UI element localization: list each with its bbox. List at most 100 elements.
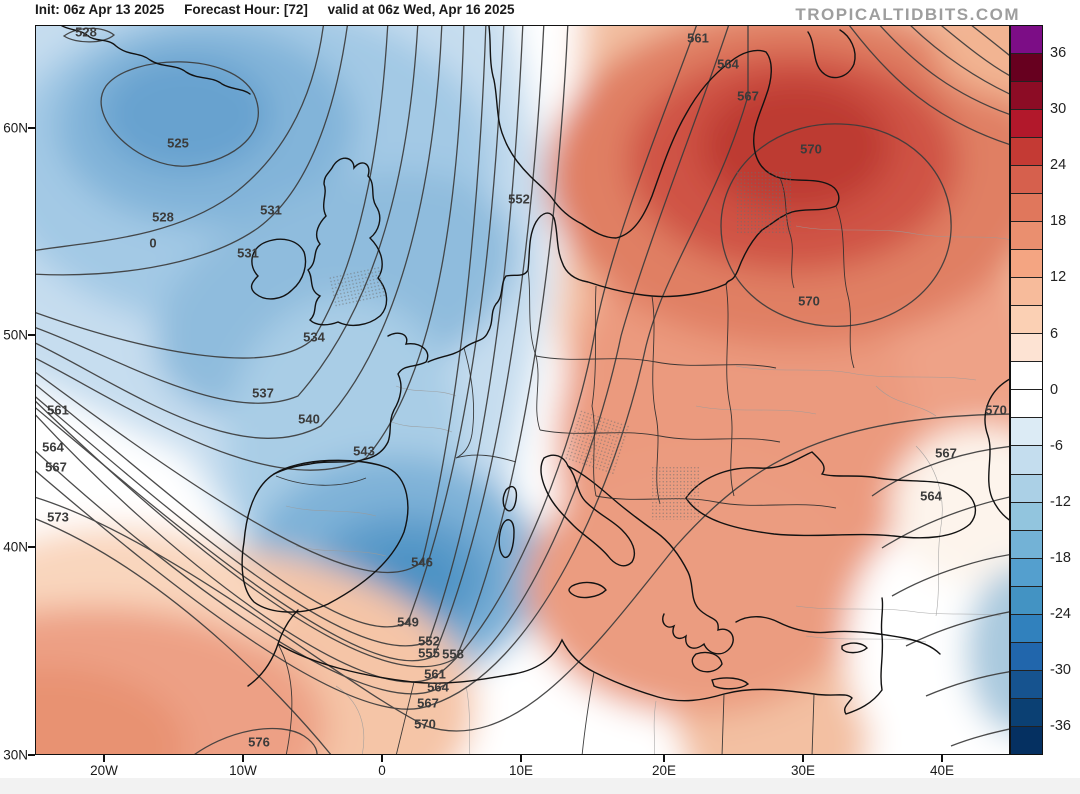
colorbar-tick-label: 24 <box>1050 157 1067 173</box>
lon-tick-label: 0 <box>378 763 386 778</box>
contour-value-label: 525 <box>167 135 189 151</box>
colorbar-cell <box>1011 726 1042 754</box>
anomaly-colorbar <box>1010 25 1043 755</box>
map-canvas: 528 525 528 0 531 531 534 537 540 543 546 549 552 555… <box>35 25 1010 755</box>
contour-value-label: 528 <box>152 209 174 225</box>
lon-tick-label: 20W <box>90 763 118 778</box>
border-texture-patch <box>736 171 792 233</box>
contour-value-label: 564 <box>920 488 942 504</box>
colorbar-cell <box>1011 390 1042 419</box>
contour-value-label: 567 <box>45 459 67 475</box>
border-texture-patch <box>651 466 699 520</box>
colorbar-cell <box>1011 502 1042 531</box>
contour-value-label: 540 <box>298 411 320 427</box>
colorbar-cell <box>1011 82 1042 111</box>
contour-value-label: 531 <box>237 245 259 261</box>
contour-value-label: 543 <box>353 443 375 459</box>
contour-value-label: 561 <box>424 666 446 682</box>
contour-value-label: 552 <box>508 191 530 207</box>
colorbar-cell <box>1011 614 1042 643</box>
colorbar-tick-label: -6 <box>1050 438 1063 454</box>
colorbar-cell <box>1011 250 1042 279</box>
contour-value-label: 561 <box>687 30 709 46</box>
colorbar-cell <box>1011 194 1042 223</box>
colorbar-tick-label: -30 <box>1050 662 1071 678</box>
valid-time-label: valid at 06z Wed, Apr 16 2025 <box>327 2 515 17</box>
colorbar-cell <box>1011 474 1042 503</box>
contour-value-label: 576 <box>248 734 270 750</box>
contour-value-label: 564 <box>717 56 739 72</box>
colorbar-cell <box>1011 334 1042 363</box>
lon-tick-label: 10E <box>508 763 534 778</box>
contour-value-label: 546 <box>411 554 433 570</box>
colorbar-tick-label: 18 <box>1050 213 1067 229</box>
colorbar-cell <box>1011 138 1042 167</box>
contour-value-label: 537 <box>252 385 274 401</box>
contour-value-label: 561 <box>47 402 69 418</box>
contour-value-label: 549 <box>397 614 419 630</box>
colorbar-tick-label: 12 <box>1050 269 1067 285</box>
lon-tick-mark <box>242 755 244 762</box>
colorbar-tick-label: -12 <box>1050 494 1071 510</box>
colorbar-cell <box>1011 110 1042 139</box>
lon-tick-label: 30E <box>790 763 816 778</box>
contour-value-label: 570 <box>985 402 1007 418</box>
colorbar-cell <box>1011 362 1042 391</box>
map-header-text: Init: 06z Apr 13 2025 Forecast Hour: [72… <box>35 2 530 17</box>
colorbar-tick-label: 36 <box>1050 45 1067 61</box>
tropicaltidbits-watermark: TROPICALTIDBITS.COM <box>795 5 1020 24</box>
colorbar-tick-label: -18 <box>1050 550 1071 566</box>
contour-value-label: 555 <box>418 645 440 661</box>
colorbar-cell <box>1011 26 1042 55</box>
contour-value-label: 552 <box>418 633 440 649</box>
lon-tick-label: 40E <box>929 763 955 778</box>
colorbar-cell <box>1011 670 1042 699</box>
colorbar-tick-label: -36 <box>1050 718 1071 734</box>
contour-value-label: 528 <box>75 25 97 40</box>
lat-tick-mark <box>28 754 35 756</box>
footer-strip <box>0 778 1080 794</box>
height-contours <box>36 26 1009 754</box>
admin-borders <box>285 225 1009 754</box>
colorbar-cell <box>1011 586 1042 615</box>
lat-tick-label: 50N <box>3 327 28 343</box>
colorbar-cell <box>1011 166 1042 195</box>
lon-tick-mark <box>802 755 804 762</box>
lon-tick-mark <box>941 755 943 762</box>
lon-tick-mark <box>103 755 105 762</box>
lat-tick-mark <box>28 546 35 548</box>
contour-value-label: 567 <box>417 695 439 711</box>
contour-value-label: 564 <box>427 679 449 695</box>
colorbar-tick-label: 30 <box>1050 101 1067 117</box>
lat-tick-label: 30N <box>3 747 28 763</box>
lon-tick-mark <box>520 755 522 762</box>
colorbar-tick-label: -24 <box>1050 606 1071 622</box>
colorbar-cell <box>1011 54 1042 83</box>
colorbar-cell <box>1011 418 1042 447</box>
colorbar-cell <box>1011 278 1042 307</box>
contour-value-label: 570 <box>800 141 822 157</box>
contour-value-label: 531 <box>260 202 282 218</box>
init-time-label: Init: 06z Apr 13 2025 <box>35 2 165 17</box>
lon-tick-mark <box>381 755 383 762</box>
contour-value-label: 558 <box>442 646 464 662</box>
colorbar-cell <box>1011 698 1042 727</box>
lat-tick-mark <box>28 334 35 336</box>
colorbar-cell <box>1011 530 1042 559</box>
lat-tick-mark <box>28 127 35 129</box>
lat-tick-label: 60N <box>3 120 28 136</box>
contour-value-label: 534 <box>303 329 325 345</box>
contour-value-label: 567 <box>935 445 957 461</box>
colorbar-cell <box>1011 446 1042 475</box>
contour-value-label: 567 <box>737 88 759 104</box>
contour-value-label: 0 <box>149 235 157 251</box>
colorbar-tick-label: 0 <box>1050 382 1059 398</box>
colorbar-cell <box>1011 222 1042 251</box>
lat-tick-label: 40N <box>3 539 28 555</box>
colorbar-cell <box>1011 306 1042 335</box>
contour-value-label: 570 <box>414 716 436 732</box>
contour-value-label: 570 <box>798 293 820 309</box>
forecast-hour-label: Forecast Hour: [72] <box>184 2 308 17</box>
colorbar-cell <box>1011 558 1042 587</box>
